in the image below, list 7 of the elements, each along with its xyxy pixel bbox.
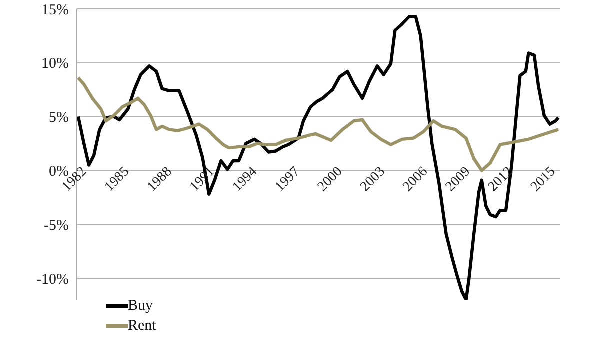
y-tick-label: 10% [42,56,69,72]
y-tick-label: 5% [49,110,69,126]
legend-label: Rent [128,318,156,334]
legend-label: Buy [128,298,154,314]
y-tick-label: 15% [42,2,69,18]
y-tick-label: -5% [44,218,69,234]
y-tick-label: -10% [36,272,69,288]
